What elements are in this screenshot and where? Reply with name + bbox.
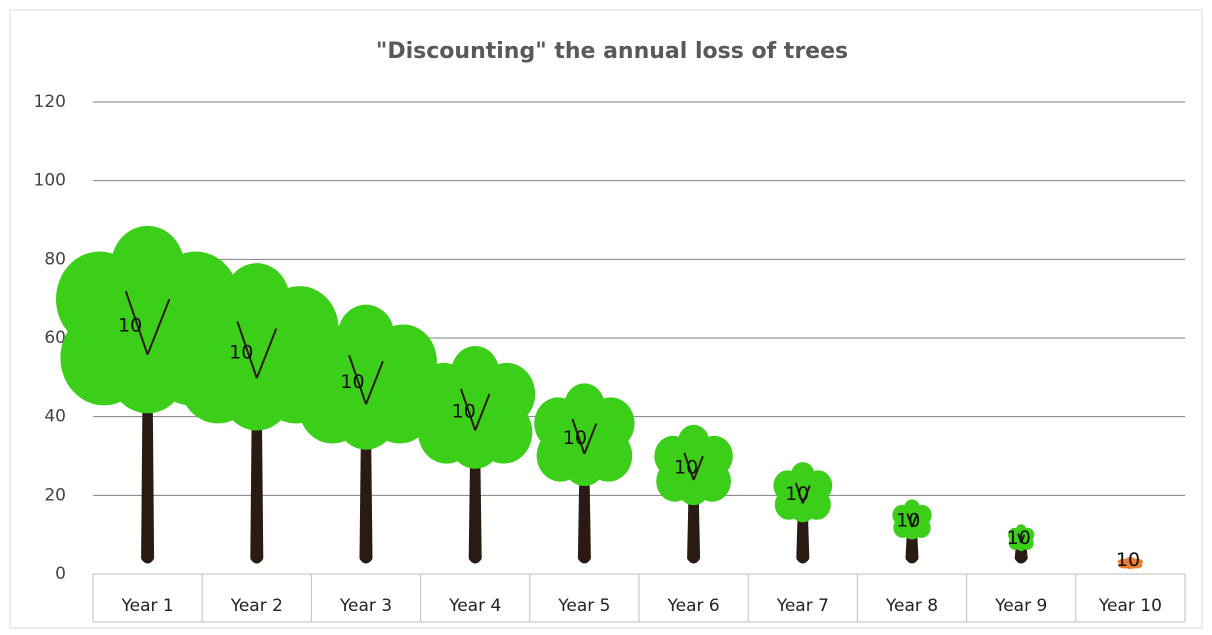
crown-part xyxy=(214,303,300,396)
data-label: 10 xyxy=(1007,527,1031,549)
y-tick-label: 20 xyxy=(44,485,66,505)
x-tick-label: Year 10 xyxy=(1098,596,1162,616)
y-tick-label: 80 xyxy=(44,249,66,269)
x-tick-label: Year 3 xyxy=(339,596,392,616)
data-label: 10 xyxy=(896,509,920,531)
y-tick-label: 100 xyxy=(34,171,66,191)
data-label: 10 xyxy=(452,400,476,422)
x-tick-label: Year 1 xyxy=(120,596,173,616)
x-tick-label: Year 6 xyxy=(666,596,719,616)
data-label: 10 xyxy=(674,456,698,478)
data-label: 10 xyxy=(1116,549,1140,571)
chart-title: "Discounting" the annual loss of trees xyxy=(376,39,848,64)
x-tick-label: Year 5 xyxy=(557,596,610,616)
data-label: 10 xyxy=(785,483,809,505)
data-label: 10 xyxy=(229,341,253,363)
chart: "Discounting" the annual loss of trees 0… xyxy=(0,0,1212,635)
x-tick-label: Year 4 xyxy=(448,596,501,616)
y-tick-label: 40 xyxy=(44,407,66,427)
x-tick-label: Year 8 xyxy=(885,596,938,616)
x-tick-label: Year 2 xyxy=(230,596,283,616)
data-label: 10 xyxy=(340,371,364,393)
y-tick-label: 120 xyxy=(34,92,66,112)
x-tick-label: Year 7 xyxy=(776,596,829,616)
data-label: 10 xyxy=(563,427,587,449)
x-tick-label: Year 9 xyxy=(994,596,1047,616)
data-label: 10 xyxy=(118,315,142,337)
y-tick-label: 0 xyxy=(55,564,66,584)
